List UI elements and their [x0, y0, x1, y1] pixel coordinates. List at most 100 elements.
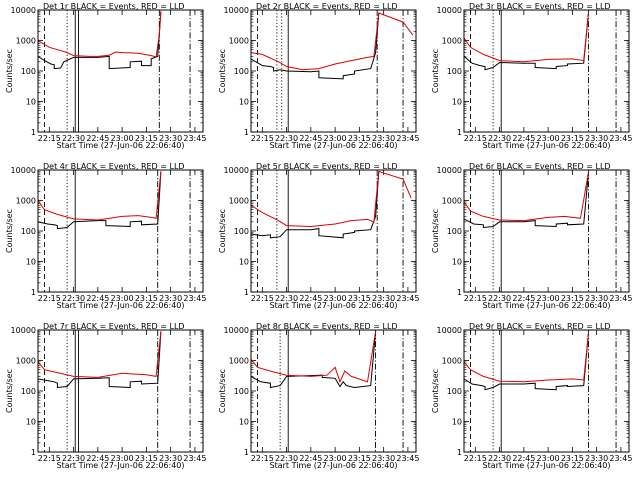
x-tick-label: 22:30: [62, 134, 85, 143]
x-axis-label: Start Time (27-Jun-06 22:06:40): [483, 461, 611, 470]
x-axis-label: Start Time (27-Jun-06 22:06:40): [483, 301, 611, 310]
x-tick-label: 23:30: [585, 454, 608, 463]
x-axis-label: Start Time (27-Jun-06 22:06:40): [270, 461, 398, 470]
plot-frame: [37, 329, 204, 453]
y-tick-label: 1: [457, 128, 462, 137]
y-tick-label: 10000: [437, 6, 462, 15]
detector-panel-9: Det 9r BLACK = Events, RED = LLD Counts/s…: [431, 322, 632, 470]
x-tick-label: 23:00: [324, 294, 347, 303]
x-tick-label: 23:00: [324, 454, 347, 463]
x-tick-label: 23:00: [111, 294, 134, 303]
y-tick-label: 1000: [229, 357, 249, 366]
y-tick-label: 10: [239, 418, 249, 427]
detector-panel-1: Det 1r BLACK = Events, RED = LLD Counts/s…: [5, 2, 206, 150]
x-tick-label: 22:45: [86, 454, 109, 463]
x-tick-label: 22:45: [512, 134, 535, 143]
x-tick-label: 22:45: [299, 294, 322, 303]
x-tick-label: 23:30: [159, 454, 182, 463]
x-tick-label: 23:15: [348, 134, 371, 143]
y-tick-label: 10000: [224, 6, 249, 15]
x-tick-label: 23:00: [111, 134, 134, 143]
y-tick-label: 1: [457, 288, 462, 297]
x-tick-label: 22:45: [86, 134, 109, 143]
x-tick-label: 23:45: [609, 294, 632, 303]
series-line-lld: [464, 171, 590, 222]
y-tick-label: 100: [21, 387, 36, 396]
detector-panel-2: Det 2r BLACK = Events, RED = LLD Counts/s…: [218, 2, 419, 150]
plot-frame: [250, 329, 417, 453]
y-tick-label: 1000: [16, 197, 36, 206]
x-axis-label: Start Time (27-Jun-06 22:06:40): [57, 461, 185, 470]
x-axis-label: Start Time (27-Jun-06 22:06:40): [57, 301, 185, 310]
series-line-events: [464, 171, 590, 229]
y-tick-label: 10: [452, 258, 462, 267]
x-axis-label: Start Time (27-Jun-06 22:06:40): [57, 141, 185, 150]
y-tick-label: 1000: [442, 357, 462, 366]
series-line-lld: [38, 11, 162, 58]
x-tick-label: 23:30: [372, 294, 395, 303]
x-tick-label: 23:30: [159, 294, 182, 303]
x-tick-label: 23:30: [372, 454, 395, 463]
series-line-lld: [464, 11, 590, 63]
series-line-lld: [251, 170, 412, 228]
y-tick-label: 1000: [229, 197, 249, 206]
y-tick-label: 1000: [16, 37, 36, 46]
x-tick-label: 23:45: [609, 454, 632, 463]
y-tick-label: 10000: [11, 326, 36, 335]
series-line-events: [251, 331, 377, 389]
y-tick-label: 1000: [442, 37, 462, 46]
panel-title: Det 5r BLACK = Events, RED = LLD: [256, 162, 398, 171]
x-tick-label: 23:15: [561, 134, 584, 143]
x-tick-label: 22:45: [299, 134, 322, 143]
x-axis-label: Start Time (27-Jun-06 22:06:40): [270, 301, 398, 310]
x-tick-label: 23:15: [561, 294, 584, 303]
x-tick-label: 23:15: [135, 454, 158, 463]
y-tick-label: 1000: [442, 197, 462, 206]
panel-title: Det 3r BLACK = Events, RED = LLD: [469, 2, 611, 11]
y-tick-label: 100: [234, 387, 249, 396]
y-tick-label: 10: [26, 258, 36, 267]
x-tick-label: 23:15: [348, 294, 371, 303]
y-tick-label: 10: [239, 258, 249, 267]
detector-panel-8: Det 8r BLACK = Events, RED = LLD Counts/s…: [218, 322, 419, 470]
x-tick-label: 22:45: [299, 454, 322, 463]
x-tick-label: 22:15: [38, 454, 61, 463]
x-tick-label: 22:15: [464, 134, 487, 143]
panel-title: Det 4r BLACK = Events, RED = LLD: [43, 162, 185, 171]
y-tick-label: 1: [244, 128, 249, 137]
x-tick-label: 23:45: [183, 454, 206, 463]
y-tick-label: 10000: [437, 166, 462, 175]
series-line-events: [251, 12, 380, 80]
x-tick-label: 23:15: [135, 134, 158, 143]
x-tick-label: 22:30: [62, 454, 85, 463]
detector-panel-7: Det 7r BLACK = Events, RED = LLD Counts/s…: [5, 322, 206, 470]
y-tick-label: 10000: [224, 166, 249, 175]
series-line-lld: [38, 171, 162, 221]
y-axis-label: Counts/sec: [218, 369, 227, 413]
y-tick-label: 1: [31, 448, 36, 457]
x-tick-label: 22:15: [251, 454, 274, 463]
x-tick-label: 23:45: [396, 134, 419, 143]
series-line-events: [38, 331, 162, 389]
x-tick-label: 23:15: [135, 294, 158, 303]
y-tick-label: 1: [457, 448, 462, 457]
plot-frame: [37, 9, 204, 133]
y-tick-label: 1000: [16, 357, 36, 366]
plot-frame: [463, 329, 630, 453]
x-tick-label: 23:30: [585, 134, 608, 143]
y-tick-label: 1: [244, 448, 249, 457]
panel-title: Det 9r BLACK = Events, RED = LLD: [469, 322, 611, 331]
y-tick-label: 100: [21, 227, 36, 236]
x-tick-label: 22:15: [38, 294, 61, 303]
x-tick-label: 23:00: [324, 134, 347, 143]
series-line-events: [464, 11, 590, 71]
y-tick-label: 10: [452, 98, 462, 107]
y-tick-label: 10: [452, 418, 462, 427]
series-line-events: [464, 331, 590, 391]
x-tick-label: 22:45: [512, 294, 535, 303]
x-tick-label: 22:30: [275, 294, 298, 303]
x-tick-label: 22:45: [86, 294, 109, 303]
y-axis-label: Counts/sec: [431, 49, 440, 93]
series-line-lld: [251, 331, 377, 384]
